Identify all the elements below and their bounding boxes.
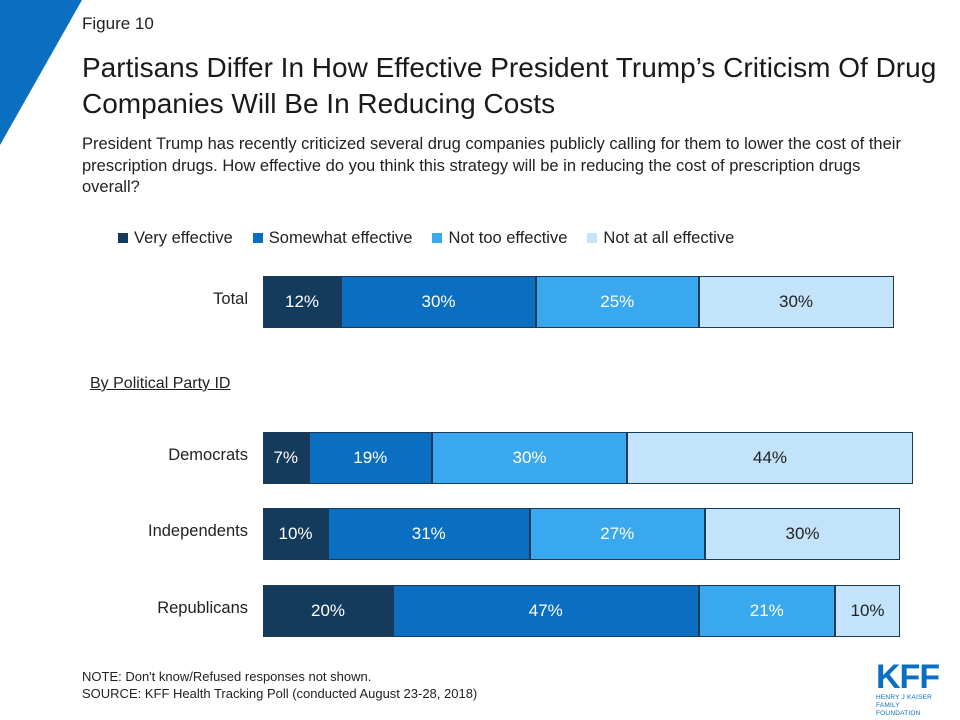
chart-subtitle: President Trump has recently criticized …: [82, 135, 901, 196]
bar-segment-total-not_at_all: 30%: [698, 276, 894, 328]
bar-segment-total-somewhat: 30%: [341, 276, 536, 328]
legend-swatch: [432, 233, 443, 243]
source-text: SOURCE: KFF Health Tracking Poll (conduc…: [82, 686, 478, 701]
bar-segment-republicans-very: 20%: [263, 585, 393, 637]
bar-segment-independents-somewhat: 31%: [328, 508, 530, 560]
bar-segment-republicans-not_too: 21%: [698, 585, 835, 637]
bar-segment-democrats-somewhat: 19%: [308, 432, 432, 484]
legend-item-4: Not at all effective: [587, 229, 734, 248]
legend-label: Not at all effective: [603, 228, 735, 247]
bar-segment-independents-not_at_all: 30%: [705, 508, 900, 560]
legend-swatch: [118, 233, 128, 243]
bar-segment-republicans-not_at_all: 10%: [835, 585, 900, 637]
row-label-republicans: Republicans: [157, 599, 248, 617]
logo-sub-line-1: HENRY J KAISER: [876, 694, 933, 701]
chart-legend: Very effective Somewhat effective Not too …: [118, 228, 754, 248]
bar-segment-democrats-not_too: 30%: [432, 432, 627, 484]
legend-item-3: Not too effective: [432, 229, 567, 248]
logo-main-text: KFF: [876, 658, 940, 696]
note-text: NOTE: Don't know/Refused responses not s…: [82, 669, 372, 684]
bar-segment-democrats-not_at_all: 44%: [627, 432, 913, 484]
figure-label: Figure 10: [82, 14, 154, 33]
legend-swatch: [252, 233, 263, 243]
bar-segment-independents-not_too: 27%: [529, 508, 705, 560]
bar-segment-total-very: 12%: [263, 276, 341, 328]
bar-segment-democrats-very: 7%: [263, 432, 309, 484]
bar-segment-republicans-somewhat: 47%: [393, 585, 699, 637]
legend-item-1: Very effective: [118, 229, 233, 248]
section-label-party: By Political Party ID: [90, 375, 231, 392]
legend-label: Very effective: [134, 228, 233, 247]
footnote: NOTE: Don't know/Refused responses not s…: [82, 668, 477, 702]
legend-label: Somewhat effective: [268, 228, 413, 247]
logo-sub-line-2: FAMILY FOUNDATION: [876, 702, 921, 717]
legend-swatch: [587, 233, 598, 243]
bar-segment-total-not_too: 25%: [536, 276, 699, 328]
bar-segment-independents-very: 10%: [263, 508, 328, 560]
row-label-total: Total: [213, 290, 248, 308]
legend-label: Not too effective: [448, 228, 568, 247]
row-label-independents: Independents: [147, 522, 248, 540]
chart-title: Partisans Differ In How Effective Presid…: [82, 52, 937, 119]
kff-logo: KFF HENRY J KAISER FAMILY FOUNDATION: [876, 660, 946, 718]
row-label-democrats: Democrats: [168, 446, 248, 464]
corner-accent-shape: [0, 0, 82, 145]
legend-item-2: Somewhat effective: [252, 228, 413, 248]
